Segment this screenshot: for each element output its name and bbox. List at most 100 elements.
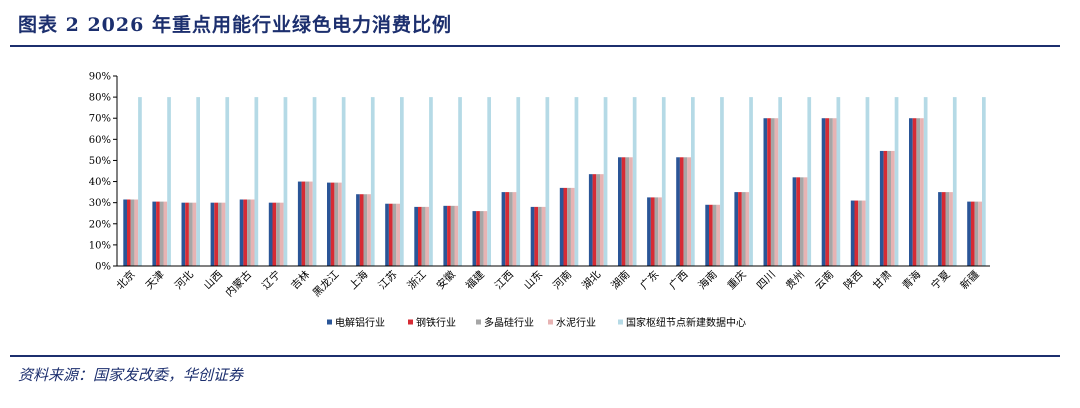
bar-4 bbox=[570, 187, 575, 266]
bar-3 bbox=[479, 211, 484, 266]
legend-label: 电解铝行业 bbox=[335, 316, 385, 329]
bar-5 bbox=[720, 97, 724, 266]
x-tick-label: 山西 bbox=[202, 269, 225, 292]
bar-3 bbox=[421, 206, 426, 266]
bar-3 bbox=[188, 202, 193, 266]
x-tick-label: 河南 bbox=[550, 268, 574, 292]
x-tick-label: 广西 bbox=[667, 269, 690, 292]
bar-3 bbox=[567, 187, 571, 266]
bar-4 bbox=[832, 118, 837, 266]
source-divider bbox=[10, 355, 1060, 357]
bar-5 bbox=[923, 97, 928, 266]
legend-label: 钢铁行业 bbox=[416, 316, 456, 329]
bar-4 bbox=[978, 201, 982, 266]
bar-5 bbox=[574, 97, 579, 266]
bar-2 bbox=[912, 118, 917, 266]
bar-1 bbox=[530, 206, 535, 266]
bar-2 bbox=[679, 157, 684, 266]
bar-2 bbox=[883, 150, 888, 266]
bar-1 bbox=[938, 192, 942, 266]
y-tick-label: 50% bbox=[89, 156, 111, 167]
bar-1 bbox=[879, 150, 884, 266]
bar-3 bbox=[509, 192, 513, 266]
bar-5 bbox=[807, 97, 812, 266]
bar-4 bbox=[512, 192, 517, 266]
bar-4 bbox=[309, 181, 313, 266]
bars bbox=[123, 97, 986, 266]
bar-4 bbox=[920, 118, 924, 266]
x-tick-label: 天津 bbox=[143, 268, 167, 292]
bar-2 bbox=[272, 202, 277, 266]
bar-5 bbox=[429, 97, 433, 266]
bar-1 bbox=[356, 194, 360, 266]
bar-3 bbox=[363, 194, 368, 266]
bar-3 bbox=[247, 199, 251, 266]
x-tick-label: 青海 bbox=[899, 268, 923, 292]
bar-1 bbox=[297, 181, 302, 266]
y-tick-label: 0% bbox=[95, 262, 111, 273]
bar-5 bbox=[778, 97, 782, 266]
bar-1 bbox=[152, 201, 157, 266]
y-axis: 0% 10% 20% 30% 40% 50% 60% 70% 80% 90% bbox=[89, 72, 118, 273]
title-divider bbox=[10, 45, 1060, 47]
x-tick-label: 新疆 bbox=[958, 268, 982, 292]
bar-5 bbox=[254, 97, 259, 266]
bar-5 bbox=[225, 97, 230, 266]
bar-1 bbox=[705, 204, 709, 266]
bar-2 bbox=[563, 187, 568, 266]
bar-3 bbox=[625, 157, 630, 266]
bar-2 bbox=[447, 205, 451, 266]
bar-1 bbox=[588, 174, 593, 266]
bar-3 bbox=[945, 192, 950, 266]
x-tick-label: 安徽 bbox=[434, 268, 458, 292]
legend-swatch bbox=[476, 319, 481, 325]
bar-4 bbox=[774, 118, 779, 266]
bar-5 bbox=[487, 97, 491, 266]
bar-3 bbox=[858, 200, 862, 266]
bar-5 bbox=[400, 97, 404, 266]
bar-1 bbox=[123, 199, 127, 266]
x-tick-label: 贵州 bbox=[783, 268, 807, 292]
bar-5 bbox=[603, 97, 608, 266]
bar-5 bbox=[952, 97, 957, 266]
bar-1 bbox=[763, 118, 768, 266]
x-tick-label: 福建 bbox=[463, 268, 487, 292]
bar-1 bbox=[676, 157, 680, 266]
bar-4 bbox=[861, 200, 866, 266]
bar-5 bbox=[167, 97, 171, 266]
bar-5 bbox=[982, 97, 986, 266]
bar-3 bbox=[130, 199, 135, 266]
figure-title: 图表 2 2026 年重点用能行业绿色电力消费比例 bbox=[18, 14, 452, 36]
bar-3 bbox=[741, 192, 746, 266]
bar-3 bbox=[887, 150, 891, 266]
bar-3 bbox=[276, 202, 280, 266]
bar-4 bbox=[716, 204, 721, 266]
bar-2 bbox=[767, 118, 771, 266]
bar-4 bbox=[134, 199, 139, 266]
bar-2 bbox=[156, 201, 160, 266]
bar-1 bbox=[821, 118, 826, 266]
bar-4 bbox=[483, 211, 488, 266]
bar-1 bbox=[967, 201, 971, 266]
bar-3 bbox=[916, 118, 921, 266]
bar-2 bbox=[621, 157, 626, 266]
bar-1 bbox=[647, 197, 651, 266]
x-tick-label: 北京 bbox=[114, 268, 138, 292]
bar-3 bbox=[829, 118, 833, 266]
bar-5 bbox=[196, 97, 200, 266]
bar-3 bbox=[596, 174, 600, 266]
legend-swatch bbox=[618, 319, 623, 325]
bar-2 bbox=[214, 202, 218, 266]
bar-1 bbox=[501, 192, 506, 266]
bar-3 bbox=[392, 203, 397, 266]
bar-4 bbox=[396, 203, 400, 266]
y-tick-label: 20% bbox=[89, 219, 111, 230]
bar-1 bbox=[327, 182, 331, 266]
bar-chart: 0% 10% 20% 30% 40% 50% 60% 70% 80% 90% 北京 天津 河北 山西内蒙… bbox=[89, 72, 990, 329]
bar-2 bbox=[418, 206, 422, 266]
bar-5 bbox=[894, 97, 899, 266]
bar-5 bbox=[516, 97, 521, 266]
bar-5 bbox=[749, 97, 753, 266]
bar-4 bbox=[949, 192, 953, 266]
x-tick-label: 江苏 bbox=[376, 268, 400, 292]
